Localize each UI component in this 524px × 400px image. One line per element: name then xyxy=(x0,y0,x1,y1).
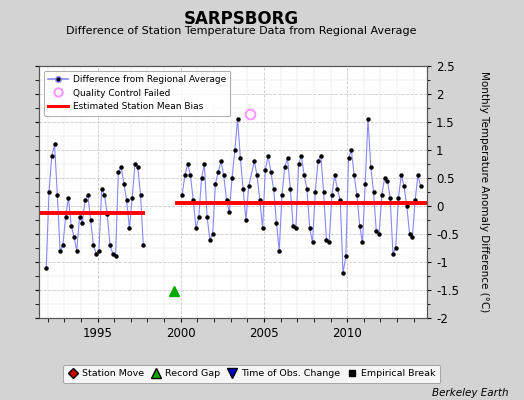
Text: Berkeley Earth: Berkeley Earth xyxy=(432,388,508,398)
Legend: Difference from Regional Average, Quality Control Failed, Estimated Station Mean: Difference from Regional Average, Qualit… xyxy=(44,70,231,116)
Y-axis label: Monthly Temperature Anomaly Difference (°C): Monthly Temperature Anomaly Difference (… xyxy=(478,71,488,313)
Text: Difference of Station Temperature Data from Regional Average: Difference of Station Temperature Data f… xyxy=(66,26,416,36)
Legend: Station Move, Record Gap, Time of Obs. Change, Empirical Break: Station Move, Record Gap, Time of Obs. C… xyxy=(63,365,440,383)
Text: SARPSBORG: SARPSBORG xyxy=(183,10,299,28)
